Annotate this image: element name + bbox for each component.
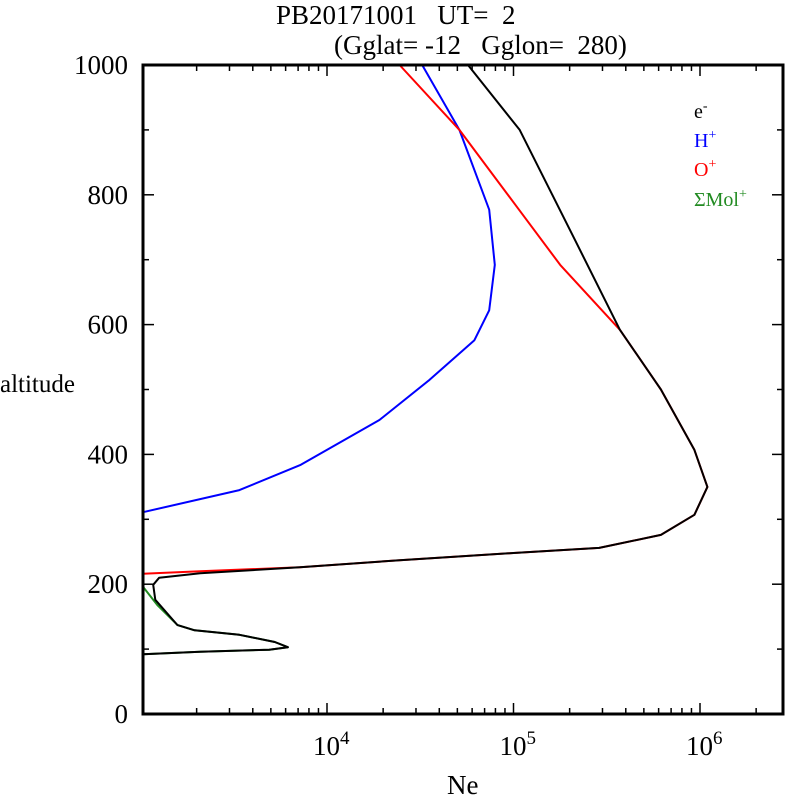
y-tick-label: 400 [88, 439, 129, 469]
plot-frame [141, 63, 785, 716]
legend-item: O+ [694, 157, 716, 181]
legend-item: H+ [694, 128, 716, 152]
y-tick-label: 200 [88, 569, 129, 599]
legend-item: ΣMol+ [694, 187, 747, 211]
x-tick-label: 104 [313, 728, 350, 761]
series-line-mol [142, 586, 289, 656]
x-axis-tick-labels: 104 105 106 [313, 728, 723, 761]
y-axis-tick-labels: 0 200 400 600 800 1000 [74, 50, 128, 729]
y-tick-label: 1000 [74, 50, 128, 80]
x-axis-ticks [195, 65, 757, 714]
x-axis-label: Ne [447, 770, 478, 795]
y-axis-ticks [143, 129, 783, 650]
chart-title-line1: PB20171001 UT= 2 [276, 0, 516, 30]
y-axis-label: altitude [0, 371, 75, 398]
series-line-o [142, 64, 709, 575]
series-line-h [142, 64, 496, 514]
y-tick-label: 600 [88, 310, 129, 340]
y-tick-label: 800 [88, 180, 129, 210]
x-tick-label: 105 [500, 728, 537, 761]
legend-item: e- [694, 99, 708, 123]
chart-title-line2: (Gglat= -12 Gglon= 280) [334, 30, 627, 60]
x-tick-label: 106 [686, 728, 723, 761]
series-line-e [142, 64, 709, 656]
legend: e- H+ O+ ΣMol+ [694, 99, 747, 211]
plot-curves [142, 64, 709, 656]
y-tick-label: 0 [115, 699, 129, 729]
